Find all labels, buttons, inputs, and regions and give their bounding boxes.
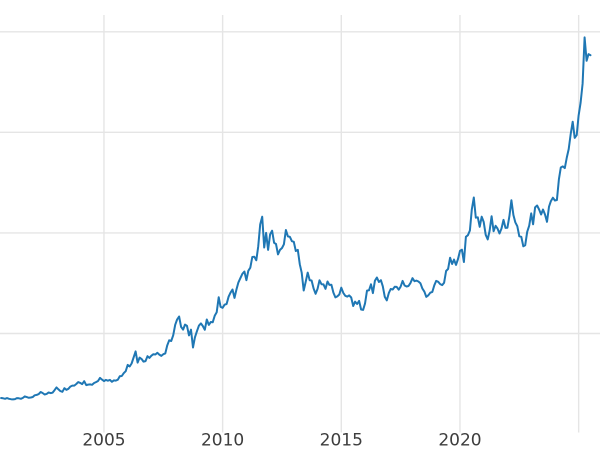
price-line — [0, 36, 592, 401]
x-tick-label: 2005 — [82, 431, 125, 450]
x-tick-label: 2015 — [320, 431, 363, 450]
x-tick-label: 2010 — [201, 431, 244, 450]
x-tick-label: 2020 — [438, 431, 481, 450]
